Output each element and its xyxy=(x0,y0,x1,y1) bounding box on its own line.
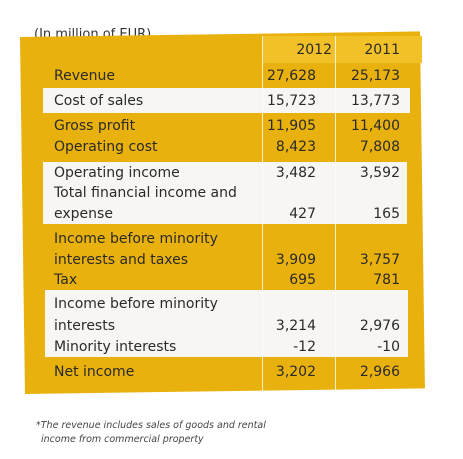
band-income-before-minority xyxy=(45,290,408,357)
year-header-block xyxy=(263,36,422,63)
row-label: Net income xyxy=(54,364,135,380)
row-label: Gross profit xyxy=(54,118,136,134)
footnote: *The revenue includes sales of goods and… xyxy=(36,419,266,447)
row-label-line1: Income before minority xyxy=(54,296,218,312)
value-2011: 25,173 xyxy=(351,68,400,84)
row-label: Operating cost xyxy=(54,139,158,155)
value-2012: 3,214 xyxy=(275,318,316,334)
row-label-line1: Total financial income and xyxy=(54,185,237,201)
footnote-line1: *The revenue includes sales of goods and… xyxy=(36,420,266,431)
column-header-2012: 2012 xyxy=(296,42,332,58)
row-label: Revenue xyxy=(54,68,115,84)
value-2011: 2,966 xyxy=(359,364,400,380)
value-2011: -10 xyxy=(377,339,400,355)
value-2012: 8,423 xyxy=(275,139,316,155)
value-2012: 3,909 xyxy=(275,252,316,268)
value-2011: 781 xyxy=(373,272,400,288)
value-2011: 7,808 xyxy=(359,139,400,155)
row-label-line1: Income before minority xyxy=(54,231,218,247)
value-2012: 3,202 xyxy=(275,364,316,380)
row-label-line2: interests and taxes xyxy=(54,252,189,268)
value-2012: 11,905 xyxy=(267,118,316,134)
value-2011: 11,400 xyxy=(351,118,400,134)
column-divider xyxy=(335,36,336,392)
value-2011: 13,773 xyxy=(351,93,400,109)
value-2011: 165 xyxy=(373,206,400,222)
band-cost-of-sales xyxy=(43,88,410,113)
row-label: Tax xyxy=(54,272,78,288)
row-label-line2: interests xyxy=(54,318,116,334)
value-2012: 15,723 xyxy=(267,93,316,109)
value-2011: 3,757 xyxy=(359,252,400,268)
row-label: Operating income xyxy=(54,165,180,181)
row-label-line2: expense xyxy=(54,206,113,222)
value-2011: 2,976 xyxy=(359,318,400,334)
band-operating-income xyxy=(43,162,407,224)
value-2011: 3,592 xyxy=(359,165,400,181)
row-label: Minority interests xyxy=(54,339,177,355)
value-2012: 695 xyxy=(289,272,316,288)
column-divider xyxy=(262,36,263,392)
column-header-2011: 2011 xyxy=(364,42,400,58)
value-2012: 427 xyxy=(289,206,316,222)
value-2012: 3,482 xyxy=(275,165,316,181)
value-2012: -12 xyxy=(293,339,316,355)
footnote-line2: income from commercial property xyxy=(41,434,204,445)
value-2012: 27,628 xyxy=(267,68,316,84)
row-label: Cost of sales xyxy=(54,93,144,109)
